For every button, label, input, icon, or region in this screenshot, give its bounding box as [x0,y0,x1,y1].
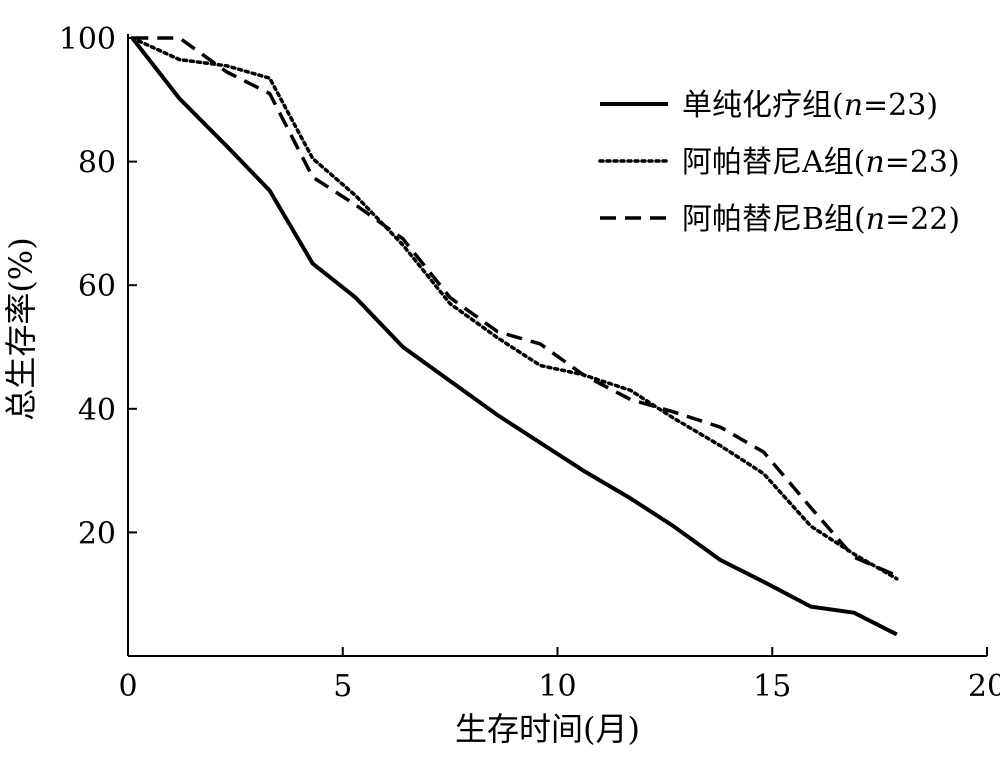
legend: 单纯化疗组(n=23) 阿帕替尼A组(n=23) 阿帕替尼B组(n=22) [598,88,960,237]
x-tick-label: 15 [753,669,791,704]
x-tick-label: 10 [538,669,576,704]
series-layer [130,36,899,637]
axes: 0 5 10 15 20 20 40 60 80 100 [59,22,1000,704]
y-tick-label: 20 [78,516,116,551]
y-tick-label: 80 [78,146,116,181]
series-line-2 [130,36,899,581]
series-line-3 [132,36,898,578]
x-axis-title: 生存时间(月) [455,710,640,748]
y-tick-label: 100 [59,22,116,57]
y-tick-label: 40 [78,393,116,428]
x-tick-label: 20 [968,669,1000,704]
y-tick-label: 60 [78,269,116,304]
x-tick-label: 0 [118,669,137,704]
legend-label-3: 阿帕替尼B组(n=22) [682,202,960,237]
legend-label-2: 阿帕替尼A组(n=23) [682,145,960,180]
y-axis-title: 总生存率(%) [2,237,40,420]
x-tick-label: 5 [333,669,352,704]
series-line-1 [130,36,898,637]
legend-label-1: 单纯化疗组(n=23) [682,88,938,123]
